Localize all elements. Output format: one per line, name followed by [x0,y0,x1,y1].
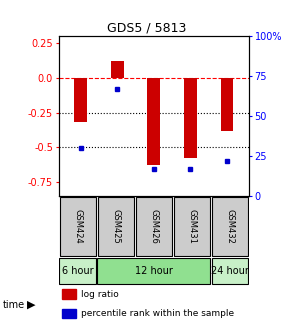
Text: GDS5 / 5813: GDS5 / 5813 [107,21,186,34]
Bar [212,258,248,284]
Bar [212,197,248,256]
Text: time: time [3,300,25,310]
Text: 12 hour: 12 hour [135,266,173,276]
Bar [97,258,210,284]
Text: GSM425: GSM425 [111,209,120,244]
Bar [62,289,76,299]
Bar [174,197,210,256]
Bar [184,78,197,159]
Text: 6 hour: 6 hour [62,266,93,276]
Bar [111,61,124,78]
Text: GSM432: GSM432 [226,209,234,244]
Bar [59,258,96,284]
Bar [74,78,87,122]
Text: GSM426: GSM426 [149,209,158,244]
Bar [62,309,76,318]
Bar [147,78,160,165]
Text: log ratio: log ratio [81,289,119,299]
Text: GSM424: GSM424 [73,209,82,244]
Text: percentile rank within the sample: percentile rank within the sample [81,309,235,318]
Bar [98,197,134,256]
Bar [136,197,172,256]
Text: GSM431: GSM431 [188,209,196,244]
Text: ▶: ▶ [26,300,35,310]
Bar [221,78,234,130]
Text: 24 hour: 24 hour [211,266,249,276]
Bar [60,197,96,256]
